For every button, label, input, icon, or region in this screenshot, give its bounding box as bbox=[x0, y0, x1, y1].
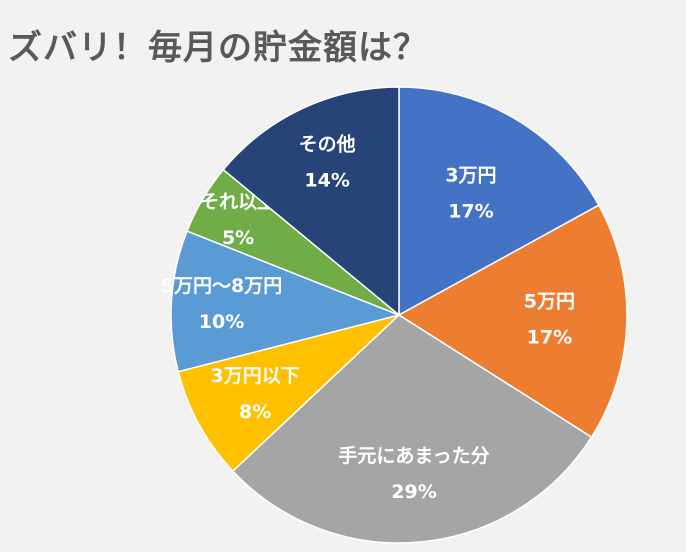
slice-value-label: 14% bbox=[304, 169, 349, 191]
pie-slice bbox=[222, 86, 400, 317]
slice-category-label: 手元にあまった分 bbox=[338, 444, 489, 467]
slice-category-label: 3万円 bbox=[445, 164, 496, 186]
slice-value-label: 10% bbox=[199, 311, 244, 333]
slice-value-label: 29% bbox=[391, 481, 436, 503]
slice-value-label: 17% bbox=[527, 327, 572, 349]
slice-value-label: 8% bbox=[239, 401, 271, 423]
slice-category-label: 5万円 bbox=[524, 291, 575, 313]
pie-slice bbox=[231, 314, 593, 544]
slice-value-label: 5% bbox=[222, 227, 254, 249]
pie-slice bbox=[170, 230, 402, 373]
slice-value-label: 17% bbox=[448, 200, 493, 222]
pie-slice bbox=[398, 86, 600, 317]
slice-category-label: その他 bbox=[299, 132, 356, 155]
slice-category-label: 3万円以下 bbox=[211, 365, 300, 387]
slice-category-label: 5万円〜8万円 bbox=[161, 275, 282, 297]
chart-title: ズバリ！毎月の貯金額は？ bbox=[8, 28, 428, 68]
pie-slice bbox=[397, 204, 628, 439]
pie-slice bbox=[177, 314, 400, 473]
